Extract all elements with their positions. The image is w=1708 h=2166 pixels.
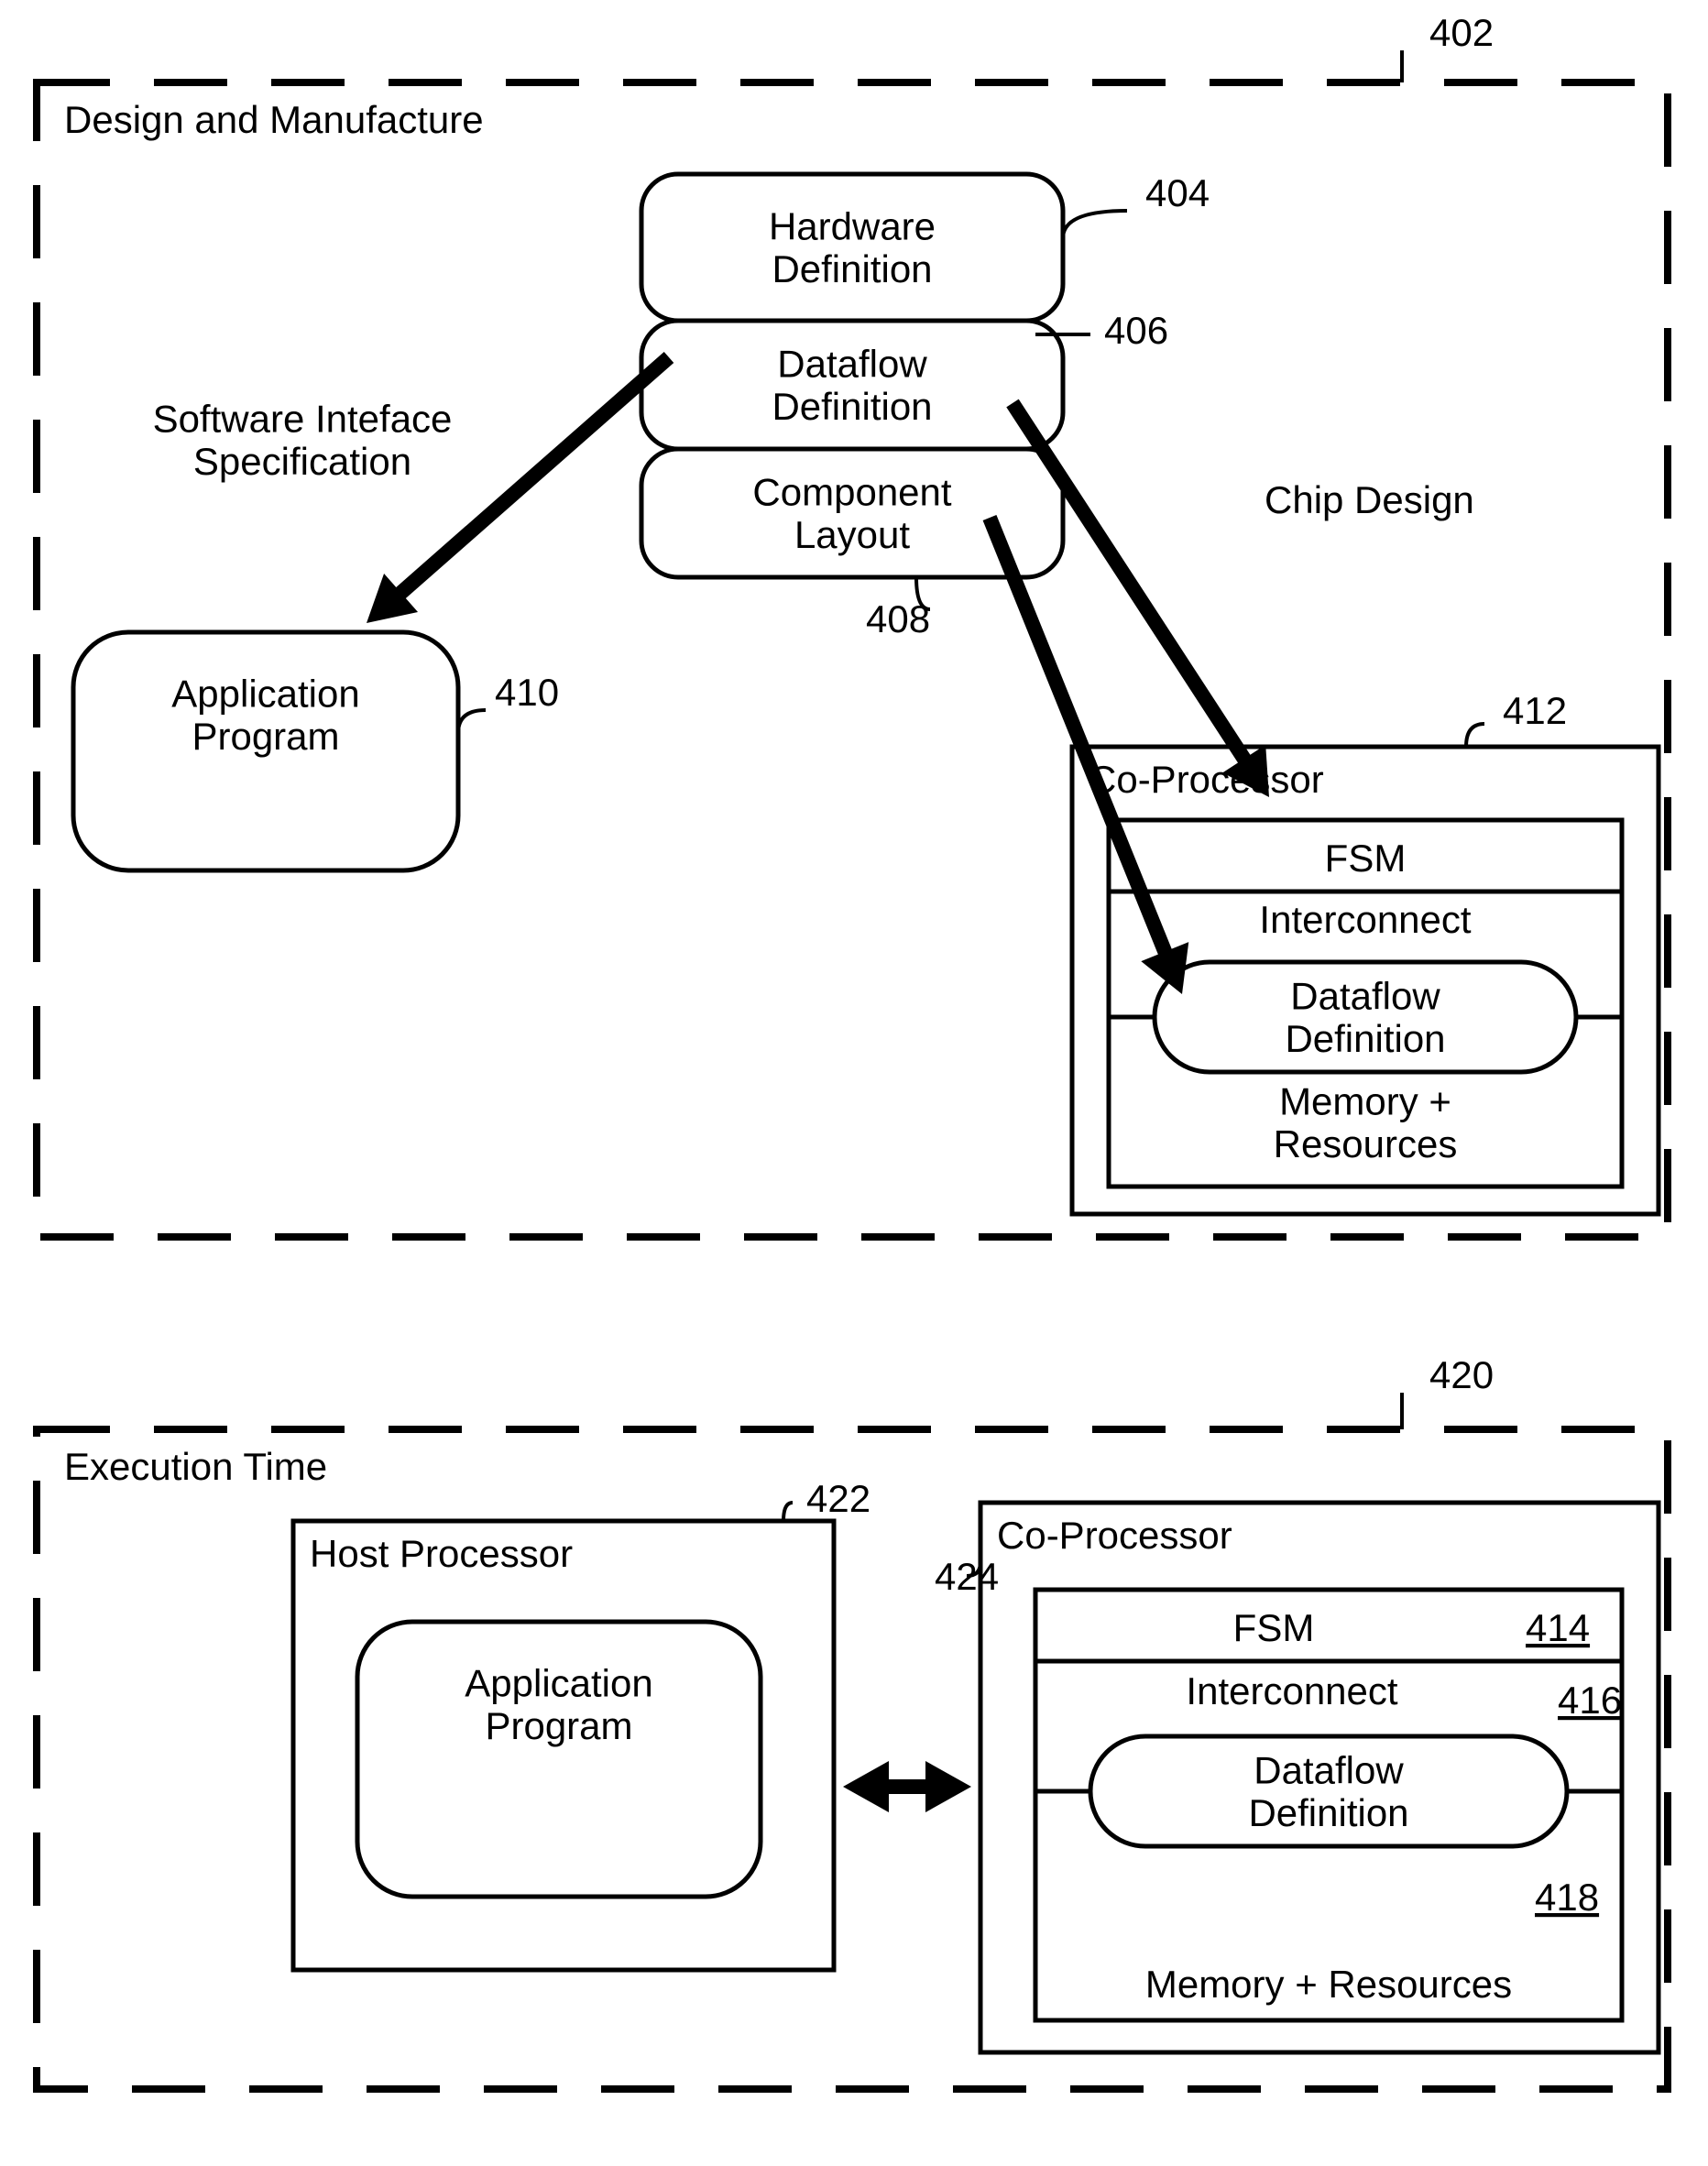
design-manufacture-title: Design and Manufacture bbox=[64, 98, 484, 141]
ref-418: 418 bbox=[1535, 1876, 1599, 1919]
ref-424: 424 bbox=[935, 1555, 999, 1598]
coprocessor-title: Co-Processor bbox=[1089, 758, 1324, 801]
stack-label-comp_lay: Component bbox=[752, 471, 951, 514]
ref-420: 420 bbox=[1429, 1353, 1494, 1396]
memory-resources-label: Memory + bbox=[1279, 1080, 1451, 1123]
host-app-program-label: Program bbox=[485, 1704, 632, 1747]
host-processor-title: Host Processor bbox=[310, 1532, 573, 1575]
interconnect2-label: Interconnect bbox=[1186, 1669, 1397, 1712]
fsm2-label: FSM bbox=[1233, 1606, 1315, 1649]
execution-time-title: Execution Time bbox=[64, 1445, 327, 1488]
dataflow2-pill-label: Dataflow bbox=[1254, 1749, 1404, 1792]
stack-label-comp_lay: Layout bbox=[794, 513, 910, 556]
stack-label-df_def: Definition bbox=[772, 385, 932, 428]
dataflow-pill-label: Definition bbox=[1285, 1017, 1445, 1060]
ref-406: 406 bbox=[1104, 309, 1168, 352]
application-program-label: Program bbox=[192, 715, 339, 758]
stack-label-hw_def: Hardware bbox=[769, 205, 936, 248]
dataflow-pill-label: Dataflow bbox=[1290, 975, 1440, 1018]
stack-label-df_def: Dataflow bbox=[777, 343, 927, 386]
ref-422: 422 bbox=[806, 1477, 870, 1520]
stack-label-hw_def: Definition bbox=[772, 247, 932, 290]
ref-402: 402 bbox=[1429, 11, 1494, 54]
host-app-program-label: Application bbox=[465, 1662, 652, 1705]
ref-408: 408 bbox=[866, 597, 930, 640]
ref-404: 404 bbox=[1145, 171, 1210, 214]
memory-resources-label: Resources bbox=[1274, 1122, 1458, 1165]
application-program-label: Application bbox=[171, 673, 359, 716]
dataflow2-pill-label: Definition bbox=[1248, 1791, 1408, 1834]
ref-416: 416 bbox=[1558, 1679, 1622, 1722]
memory-resources2-label: Memory + Resources bbox=[1145, 1963, 1512, 2006]
software-interface-spec-label: Specification bbox=[193, 440, 411, 483]
ref-412: 412 bbox=[1503, 689, 1567, 732]
coprocessor2-title: Co-Processor bbox=[997, 1514, 1232, 1557]
fsm-label: FSM bbox=[1325, 837, 1407, 880]
ref-410: 410 bbox=[495, 671, 559, 714]
ref-414: 414 bbox=[1526, 1606, 1590, 1649]
interconnect-label: Interconnect bbox=[1259, 898, 1471, 941]
chip-design-label: Chip Design bbox=[1265, 478, 1474, 521]
software-interface-spec-label: Software Inteface bbox=[153, 398, 453, 441]
